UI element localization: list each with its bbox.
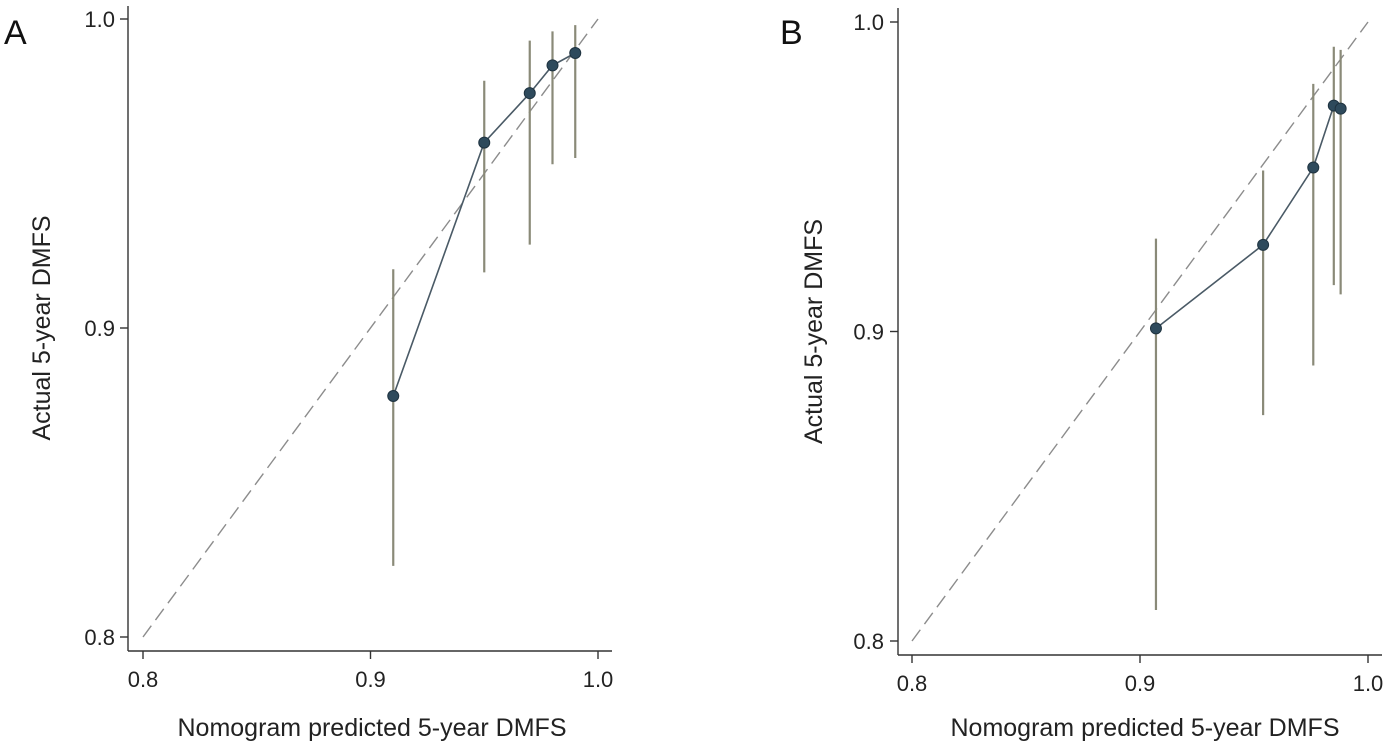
data-point	[1149, 322, 1162, 335]
y-tick-label: 1.0	[84, 7, 115, 32]
panel-label: A	[4, 14, 27, 52]
y-axis-title: Actual 5-year DMFS	[800, 219, 828, 444]
x-tick-label: 0.8	[128, 667, 159, 692]
y-tick-label: 1.0	[853, 10, 884, 35]
data-point	[546, 59, 559, 72]
y-tick-label: 0.8	[853, 629, 884, 654]
y-axis-title: Actual 5-year DMFS	[28, 215, 56, 440]
data-point	[523, 87, 536, 100]
x-tick-label: 0.8	[897, 671, 928, 696]
data-point	[478, 136, 491, 149]
x-axis-title: Nomogram predicted 5-year DMFS	[177, 714, 566, 742]
data-point	[1257, 238, 1270, 251]
reference-line	[911, 21, 1369, 642]
data-point	[1334, 102, 1347, 115]
y-tick-label: 0.8	[84, 625, 115, 650]
data-point	[569, 46, 582, 59]
panel-label: B	[780, 14, 803, 52]
x-tick-label: 0.9	[355, 667, 386, 692]
x-axis-title: Nomogram predicted 5-year DMFS	[950, 714, 1339, 742]
data-point	[1307, 161, 1320, 174]
panel-a: 0.8 0.9 1.0 0.8 0.9 1.0 A Nomogram predicted 5-…	[4, 6, 613, 742]
panel-b: 0.8 0.9 1.0 0.8 0.9 1.0 B Nomogram predicted 5-…	[780, 8, 1383, 742]
x-tick-label: 0.9	[1125, 671, 1156, 696]
x-tick-label: 1.0	[583, 667, 614, 692]
reference-line	[142, 18, 599, 638]
x-tick-label: 1.0	[1353, 671, 1384, 696]
data-point	[387, 389, 400, 402]
y-tick-label: 0.9	[853, 320, 884, 345]
y-tick-label: 0.9	[84, 316, 115, 341]
